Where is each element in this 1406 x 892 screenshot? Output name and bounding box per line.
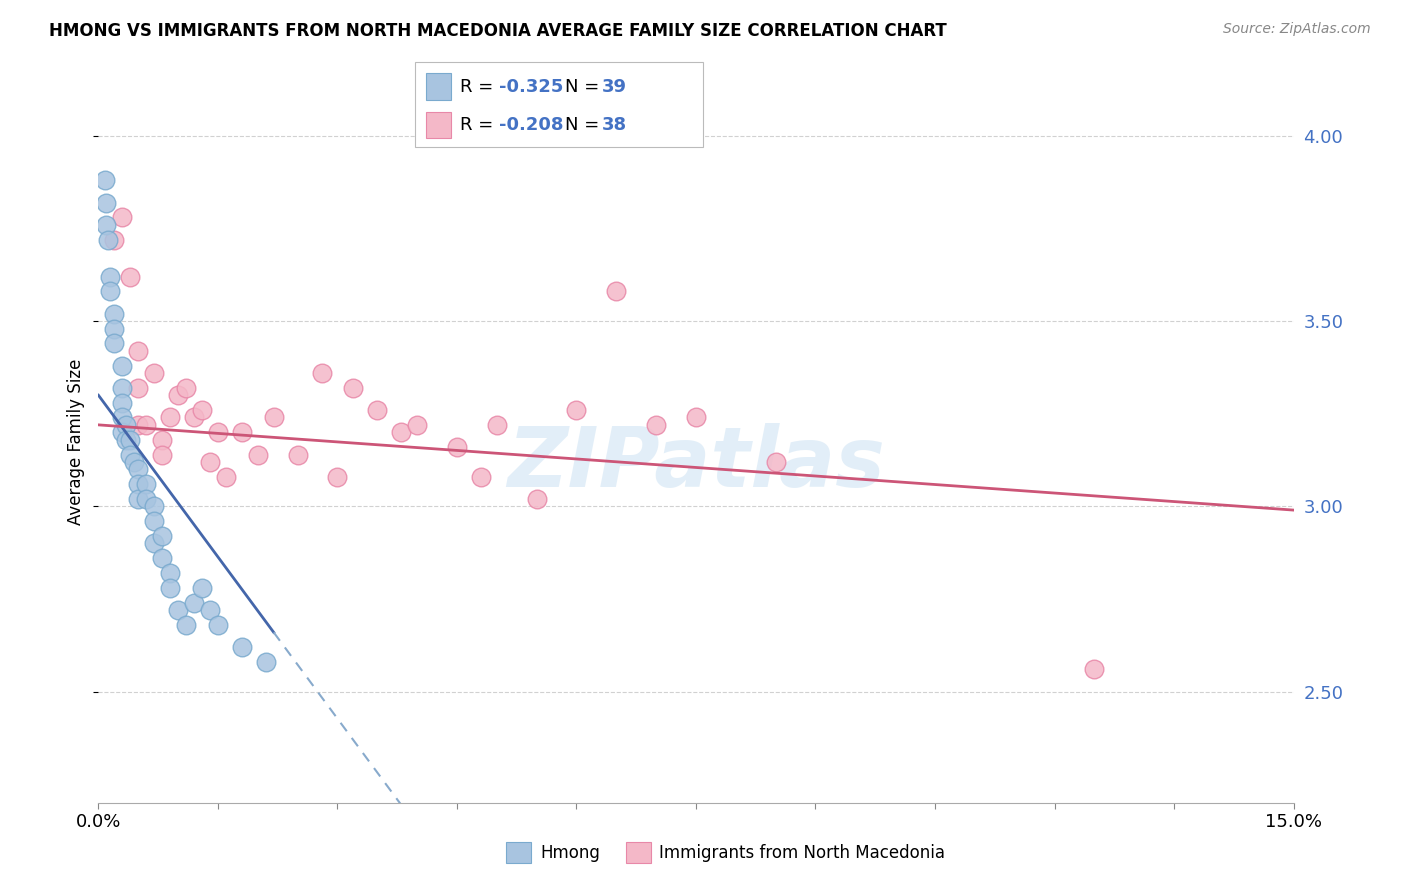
Text: R =: R = <box>460 116 499 134</box>
Point <box>183 410 205 425</box>
Point <box>103 321 125 335</box>
Point <box>406 417 429 432</box>
Text: -0.208: -0.208 <box>499 116 564 134</box>
Point <box>174 618 197 632</box>
Point <box>111 359 134 373</box>
Point <box>191 581 214 595</box>
Point <box>135 477 157 491</box>
Text: 38: 38 <box>602 116 627 134</box>
Text: -0.325: -0.325 <box>499 78 564 95</box>
Point <box>366 403 388 417</box>
Point <box>127 417 149 432</box>
Y-axis label: Average Family Size: Average Family Size <box>67 359 86 524</box>
Point <box>143 536 166 550</box>
Point <box>135 491 157 506</box>
Point <box>167 388 190 402</box>
Point <box>135 417 157 432</box>
Point <box>127 462 149 476</box>
Point <box>115 417 138 432</box>
Point <box>198 455 221 469</box>
Text: Hmong: Hmong <box>540 844 600 862</box>
Point <box>150 433 173 447</box>
Point <box>263 410 285 425</box>
Point <box>127 343 149 358</box>
Point <box>98 269 122 284</box>
Point <box>94 195 117 210</box>
Point <box>183 596 205 610</box>
Point <box>207 425 229 440</box>
Point <box>159 581 181 595</box>
Point <box>215 469 238 483</box>
Point <box>143 500 166 514</box>
Point <box>103 233 125 247</box>
Point <box>120 433 142 447</box>
Point <box>765 455 787 469</box>
Text: ZIPatlas: ZIPatlas <box>508 423 884 504</box>
Point <box>311 366 333 380</box>
Point <box>342 381 364 395</box>
Point <box>565 403 588 417</box>
Point <box>120 269 142 284</box>
Point <box>207 618 229 632</box>
Point <box>645 417 668 432</box>
Point <box>97 233 120 247</box>
Point <box>150 529 173 543</box>
Point <box>198 603 221 617</box>
Point <box>159 410 181 425</box>
Point <box>150 448 173 462</box>
Text: Source: ZipAtlas.com: Source: ZipAtlas.com <box>1223 22 1371 37</box>
Text: N =: N = <box>565 116 605 134</box>
Point <box>446 440 468 454</box>
Point <box>526 491 548 506</box>
Point <box>143 514 166 528</box>
Point <box>326 469 349 483</box>
Text: N =: N = <box>565 78 605 95</box>
Point <box>127 477 149 491</box>
Point <box>111 381 134 395</box>
Point <box>287 448 309 462</box>
Point <box>685 410 707 425</box>
Point <box>124 455 146 469</box>
Point <box>159 566 181 580</box>
Point <box>150 551 173 566</box>
Point <box>111 211 134 225</box>
Point <box>470 469 492 483</box>
Text: 39: 39 <box>602 78 627 95</box>
Point <box>605 285 627 299</box>
Point <box>111 425 134 440</box>
Point <box>143 366 166 380</box>
Point <box>485 417 508 432</box>
Point <box>111 410 134 425</box>
Point <box>246 448 269 462</box>
Point <box>254 655 277 669</box>
Point <box>389 425 412 440</box>
Point <box>167 603 190 617</box>
Point <box>115 433 138 447</box>
Point <box>103 336 125 351</box>
Point <box>231 640 253 655</box>
Point <box>96 218 118 232</box>
Point <box>1083 662 1105 676</box>
Point <box>174 381 197 395</box>
Text: HMONG VS IMMIGRANTS FROM NORTH MACEDONIA AVERAGE FAMILY SIZE CORRELATION CHART: HMONG VS IMMIGRANTS FROM NORTH MACEDONIA… <box>49 22 948 40</box>
Point <box>231 425 253 440</box>
Point <box>127 381 149 395</box>
Point <box>98 285 122 299</box>
Point <box>103 307 125 321</box>
Point <box>127 491 149 506</box>
Point <box>191 403 214 417</box>
Point <box>111 395 134 409</box>
Point <box>120 448 142 462</box>
Text: Immigrants from North Macedonia: Immigrants from North Macedonia <box>659 844 945 862</box>
Text: R =: R = <box>460 78 499 95</box>
Point <box>94 173 117 187</box>
